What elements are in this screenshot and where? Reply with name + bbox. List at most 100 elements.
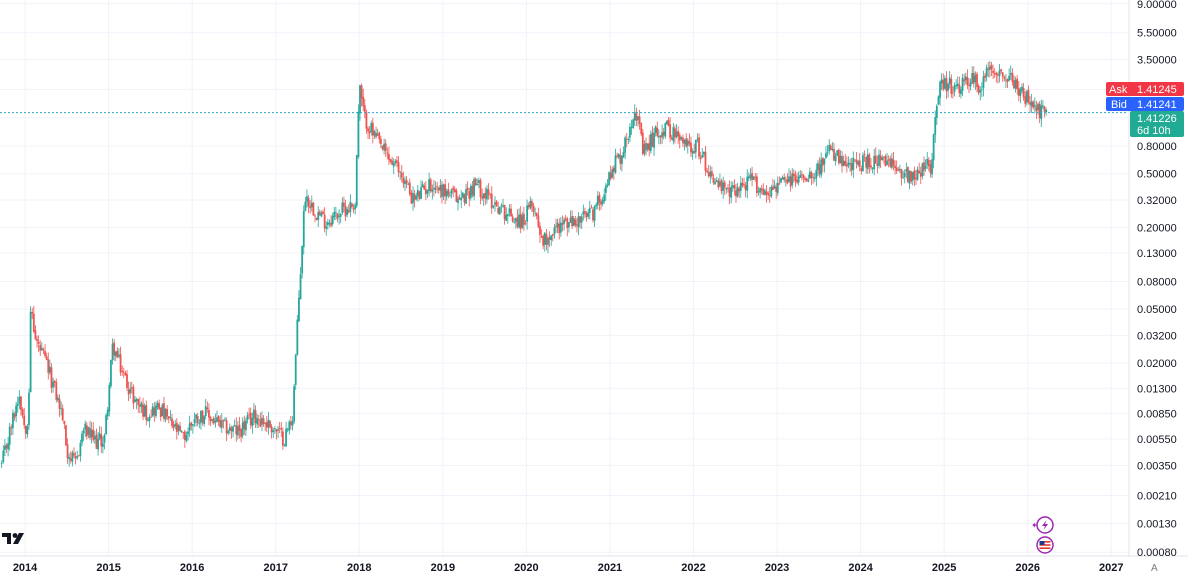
candle (259, 413, 261, 428)
candle (778, 176, 780, 185)
candle (428, 173, 430, 197)
candle (1036, 101, 1038, 119)
candle (295, 354, 297, 390)
candle (971, 66, 973, 84)
candle (557, 219, 559, 233)
candle (243, 416, 245, 435)
candle (690, 137, 692, 157)
time-axis[interactable]: 2014 2015 2016 2017 2018 2019 2020 2021 2022 2023… (13, 562, 1124, 574)
candle (650, 130, 652, 153)
candle (566, 217, 568, 237)
candle (917, 166, 919, 181)
candle (494, 196, 496, 211)
candle (321, 211, 323, 218)
candle (136, 398, 138, 410)
candle (113, 339, 115, 361)
candle (698, 133, 700, 159)
candle (492, 205, 494, 209)
ask-value-tag: 1.41245 (1130, 82, 1184, 96)
candle (742, 178, 744, 187)
candle (497, 202, 499, 215)
candle (949, 71, 951, 88)
candle (979, 86, 981, 100)
candle (709, 166, 711, 184)
candle (835, 153, 837, 166)
candle (891, 153, 893, 169)
auto-scale-button[interactable]: A (1151, 563, 1158, 574)
candle (96, 429, 98, 449)
candle (287, 428, 289, 433)
candle (905, 163, 907, 179)
candle (896, 160, 898, 174)
candle (907, 166, 909, 183)
candle (462, 192, 464, 198)
candle (263, 415, 265, 427)
us-flag-icon[interactable] (1037, 537, 1053, 553)
candle (920, 167, 922, 184)
candle (7, 437, 9, 457)
candle (165, 408, 167, 422)
candle (605, 183, 607, 201)
candle (261, 411, 263, 431)
candle (913, 167, 915, 187)
y-tick-label: 0.00210 (1137, 490, 1177, 502)
candle (149, 414, 151, 427)
candle (399, 171, 401, 180)
candle (158, 400, 160, 410)
candle (374, 130, 376, 139)
candle (182, 432, 184, 439)
candle (242, 417, 244, 438)
candle (518, 208, 520, 228)
candle (780, 178, 782, 184)
candle (793, 169, 795, 182)
candle (713, 174, 715, 185)
candle (322, 209, 324, 214)
candle (843, 156, 845, 167)
y-tick-label: 0.01300 (1137, 383, 1177, 395)
candle (227, 429, 229, 435)
candle (181, 430, 183, 433)
candle (708, 165, 710, 178)
candle (999, 64, 1001, 83)
candle (375, 127, 377, 139)
grid-lines (0, 0, 1128, 556)
candle (603, 188, 605, 203)
candle (587, 209, 589, 219)
candle (634, 104, 636, 126)
candle (144, 403, 146, 417)
candle (671, 135, 673, 140)
candle (701, 148, 703, 158)
lightning-icon[interactable]: ✦ (1031, 517, 1053, 533)
candle (864, 151, 866, 162)
candle (311, 196, 313, 212)
candle (828, 139, 830, 155)
candle (666, 121, 668, 125)
candle (1020, 87, 1022, 103)
candle (419, 191, 421, 201)
candle (769, 187, 771, 203)
candle (147, 417, 149, 421)
candle (202, 410, 204, 425)
candle (528, 202, 530, 209)
candle (472, 181, 474, 198)
candle (616, 153, 618, 159)
candle (67, 438, 69, 464)
candle (965, 73, 967, 85)
candle (782, 175, 784, 179)
candle (361, 83, 363, 106)
candle (439, 179, 441, 198)
candle (349, 194, 351, 217)
candle (926, 152, 928, 169)
candle (290, 416, 292, 429)
candle (195, 414, 197, 427)
candle (396, 156, 398, 167)
candle (978, 84, 980, 95)
candle (210, 416, 212, 426)
tradingview-logo[interactable] (2, 533, 24, 544)
x-tick-label: 2019 (431, 562, 455, 574)
candle (562, 216, 564, 232)
candle (645, 138, 647, 156)
candle (176, 418, 178, 440)
candle (153, 402, 155, 422)
